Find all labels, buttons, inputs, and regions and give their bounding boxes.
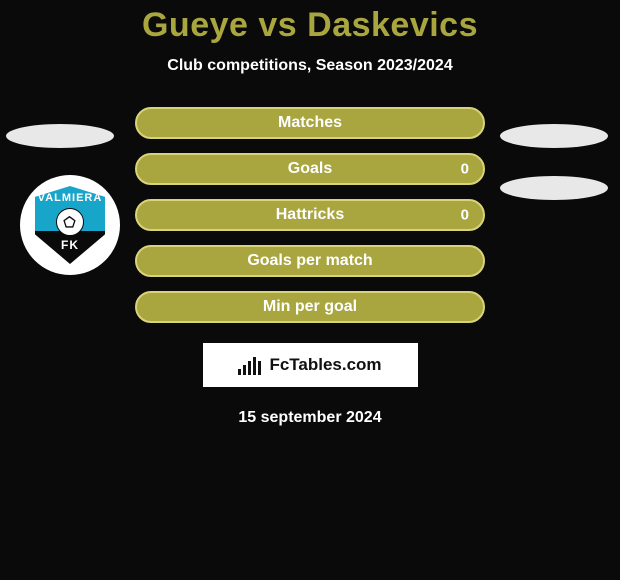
brand-bars-icon xyxy=(238,355,261,375)
stat-label: Min per goal xyxy=(137,298,483,316)
stat-value-right: 0 xyxy=(461,207,469,224)
stat-row-hattricks: Hattricks 0 xyxy=(135,199,485,231)
stat-rows: Matches Goals 0 Hattricks 0 Goals per ma… xyxy=(0,107,620,323)
stat-label: Goals xyxy=(137,160,483,178)
brand-box: FcTables.com xyxy=(203,343,418,387)
page-root: Gueye vs Daskevics Club competitions, Se… xyxy=(0,0,620,580)
page-title: Gueye vs Daskevics xyxy=(142,6,478,45)
stat-row-mpg: Min per goal xyxy=(135,291,485,323)
stat-row-goals: Goals 0 xyxy=(135,153,485,185)
stat-label: Goals per match xyxy=(137,252,483,270)
stat-label: Hattricks xyxy=(137,206,483,224)
stat-value-right: 0 xyxy=(461,161,469,178)
date-label: 15 september 2024 xyxy=(238,409,381,427)
stat-label: Matches xyxy=(137,114,483,132)
brand-text: FcTables.com xyxy=(269,355,381,375)
page-subtitle: Club competitions, Season 2023/2024 xyxy=(167,57,452,75)
stat-row-gpm: Goals per match xyxy=(135,245,485,277)
stat-row-matches: Matches xyxy=(135,107,485,139)
